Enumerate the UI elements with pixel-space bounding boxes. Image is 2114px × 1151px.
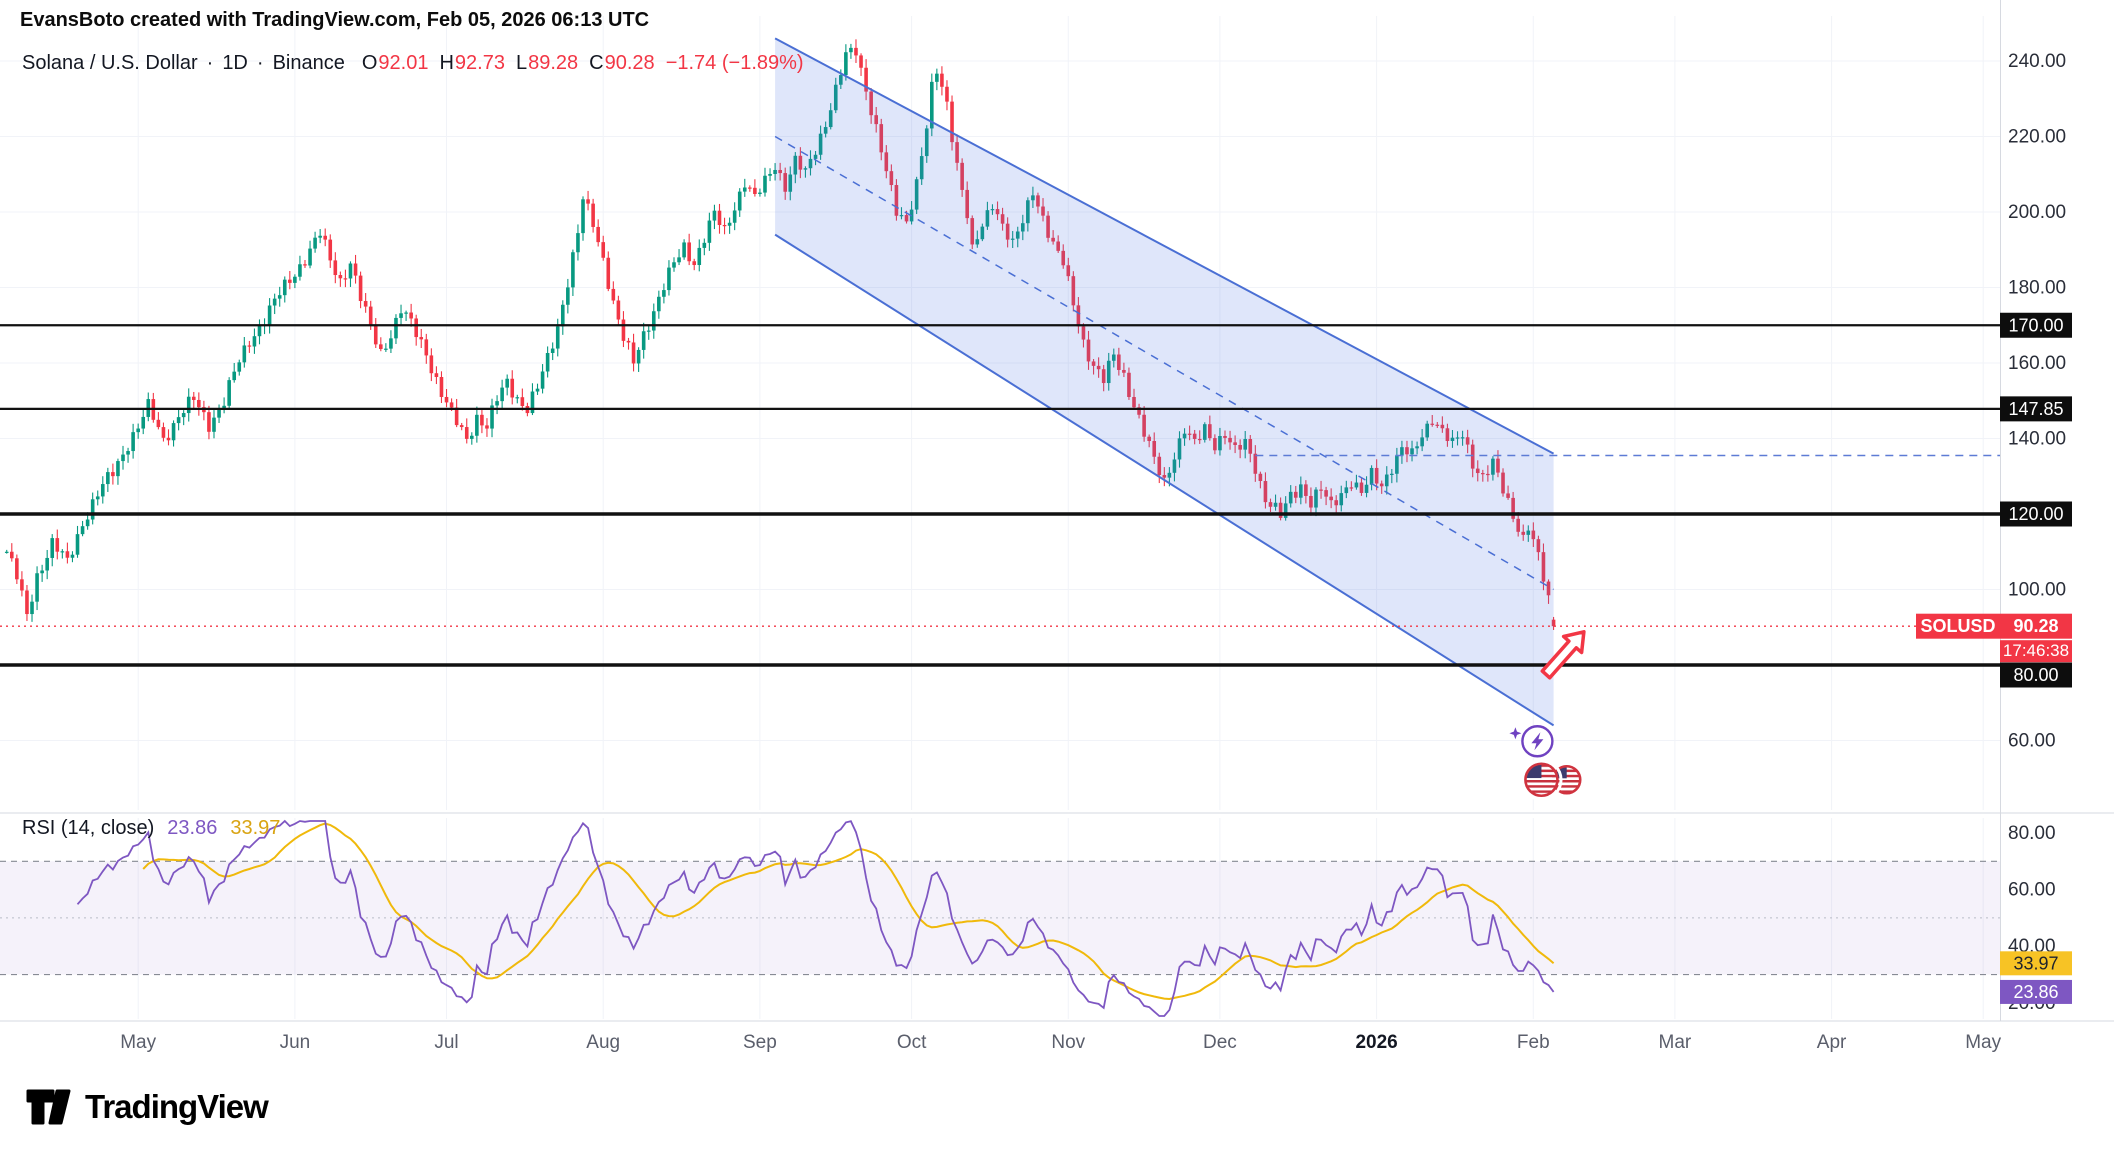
horizontal-levels[interactable] (0, 324, 2000, 667)
tradingview-wordmark: TradingView (85, 1088, 269, 1125)
svg-text:160.00: 160.00 (2008, 353, 2066, 374)
svg-text:Aug: Aug (586, 1032, 620, 1053)
svg-text:170.00: 170.00 (2008, 315, 2063, 335)
low-value: 89.28 (528, 52, 579, 74)
exchange-label[interactable]: Binance (272, 52, 345, 74)
rsi-pane[interactable] (0, 819, 2000, 1017)
sparkle-icon (1509, 727, 1522, 740)
svg-text:80.00: 80.00 (2008, 823, 2056, 844)
countdown-badge (2000, 640, 2072, 663)
level-price-badge (2000, 396, 2072, 422)
high-pair: H 92.73 (439, 52, 505, 75)
svg-text:200.00: 200.00 (2008, 202, 2066, 223)
symbol-price-tag (1916, 613, 2000, 639)
legend-separator: · (206, 52, 214, 74)
rsi-ma-line (142, 822, 1555, 1001)
rsi-legend[interactable]: RSI (14, close) 23.86 33.97 (22, 817, 280, 840)
price-chart[interactable]: 240.00 220.00 200.00 180.00 160.00 140.00 100.… (0, 0, 2114, 1060)
svg-text:100.00: 100.00 (2008, 580, 2066, 601)
high-value: 92.73 (454, 52, 505, 74)
level-price-badge (2000, 501, 2072, 527)
svg-text:Sep: Sep (743, 1032, 777, 1053)
svg-text:Dec: Dec (1203, 1032, 1237, 1053)
chart-drawings[interactable] (1509, 630, 1586, 801)
svg-text:Jun: Jun (280, 1032, 311, 1053)
open-pair: O 92.01 (362, 52, 429, 75)
ohlc-values: O 92.01 H 92.73 L 89.28 C 90.28 −1.74 (−1.89… (362, 52, 804, 75)
rsi-ma-value: 33.97 (230, 817, 281, 839)
svg-text:Jul: Jul (434, 1032, 458, 1053)
svg-text:Apr: Apr (1817, 1032, 1847, 1053)
svg-text:120.00: 120.00 (2008, 504, 2063, 524)
svg-text:147.85: 147.85 (2008, 399, 2063, 419)
rsi-ma-badge (2000, 951, 2072, 976)
symbol-legend[interactable]: Solana / U.S. Dollar · 1D · Binance O 92.… (22, 52, 804, 75)
close-value: 90.28 (604, 52, 655, 74)
symbol-title[interactable]: Solana / U.S. Dollar (22, 52, 198, 74)
svg-text:17:46:38: 17:46:38 (2003, 641, 2069, 660)
high-label: H (439, 52, 454, 74)
svg-text:140.00: 140.00 (2008, 429, 2066, 450)
price-scale[interactable]: 240.00 220.00 200.00 180.00 160.00 140.00 100.… (1916, 51, 2072, 1014)
svg-text:2026: 2026 (1355, 1032, 1397, 1053)
time-axis[interactable]: May Jun Jul Aug Sep Oct Nov Dec 2026 Feb Mar Apr May (120, 1032, 2001, 1053)
chart-background[interactable] (0, 0, 2114, 1060)
svg-text:Nov: Nov (1051, 1032, 1085, 1053)
svg-text:220.00: 220.00 (2008, 127, 2066, 148)
tradingview-logo-mark (26, 1089, 71, 1125)
svg-text:Oct: Oct (897, 1032, 927, 1053)
svg-text:90.28: 90.28 (2013, 616, 2058, 636)
svg-text:33.97: 33.97 (2013, 953, 2058, 973)
current-price-badge (2000, 613, 2072, 639)
svg-text:SOLUSD: SOLUSD (1920, 616, 1995, 636)
legend-separator: · (256, 52, 264, 74)
interval-label[interactable]: 1D (222, 52, 248, 74)
attribution-text: EvansBoto created with TradingView.com, … (20, 9, 650, 31)
rsi-line (76, 819, 1555, 1017)
lightning-bolt-icon (1531, 732, 1544, 751)
open-value: 92.01 (378, 52, 429, 74)
grid (0, 16, 2000, 1019)
svg-text:180.00: 180.00 (2008, 278, 2066, 299)
rsi-title: RSI (14, close) (22, 817, 155, 839)
open-label: O (361, 52, 378, 74)
up-arrow-drawing[interactable] (1540, 630, 1586, 680)
level-price-badge (2000, 662, 2072, 688)
svg-text:23.86: 23.86 (2013, 982, 2058, 1002)
svg-text:May: May (120, 1032, 156, 1053)
svg-text:Feb: Feb (1517, 1032, 1550, 1053)
low-pair: L 89.28 (516, 52, 578, 75)
close-label: C (589, 52, 604, 74)
svg-text:60.00: 60.00 (2008, 880, 2056, 901)
level-price-badge (2000, 312, 2072, 338)
candlesticks (4, 39, 1556, 630)
low-label: L (515, 52, 528, 74)
price-scale-background[interactable] (2000, 0, 2114, 1060)
svg-text:240.00: 240.00 (2008, 51, 2066, 72)
rsi-current-value: 23.86 (167, 817, 218, 839)
svg-text:60.00: 60.00 (2008, 731, 2056, 752)
tradingview-logo[interactable]: TradingView (26, 1088, 269, 1126)
svg-text:Mar: Mar (1659, 1032, 1692, 1053)
svg-text:May: May (1965, 1032, 2001, 1053)
close-pair: C 90.28 (589, 52, 655, 75)
change-value: −1.74 (−1.89%) (665, 52, 804, 74)
svg-text:80.00: 80.00 (2013, 665, 2058, 685)
rsi-value-badge (2000, 979, 2072, 1004)
